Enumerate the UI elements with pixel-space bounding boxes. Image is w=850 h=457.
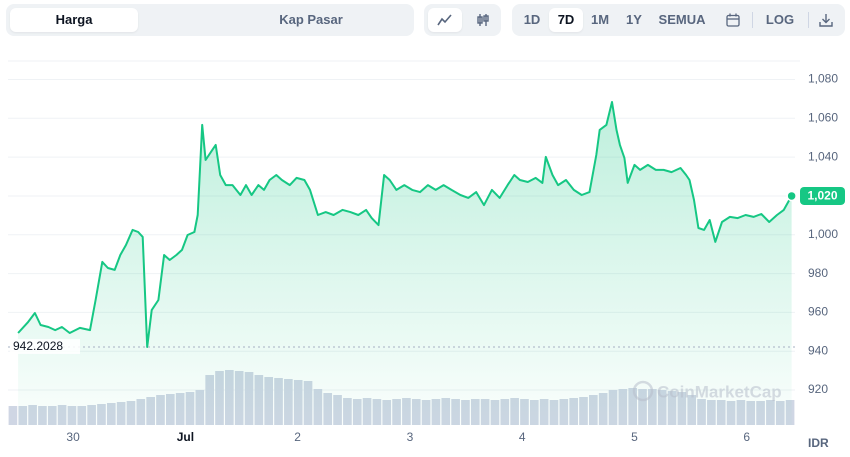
candle-icon[interactable] [475,12,491,28]
range-button[interactable]: 1Y [626,12,642,27]
currency-label: IDR [808,436,829,450]
y-tick-label: 1,040 [808,149,838,163]
range-group: 1D 7D 1M 1Y SEMUA LOG [512,4,845,36]
min-label-bg [10,338,80,354]
volume-bar [8,406,18,425]
chart-style-group [424,4,501,36]
line-icon[interactable] [437,13,453,27]
price-line [17,101,793,348]
x-tick-label: 4 [519,430,526,444]
y-tick-label: 920 [808,382,828,396]
x-tick-label: 3 [407,430,414,444]
price-area [18,102,792,425]
y-tick-label: 940 [808,343,828,357]
watermark: CoinMarketCap [632,380,782,402]
x-tick-label: 5 [631,430,638,444]
separator [808,12,809,28]
calendar-icon[interactable] [726,13,740,27]
log-button[interactable]: LOG [765,12,795,27]
active-style-bg [428,8,462,32]
range-button[interactable]: 1D [523,12,541,27]
y-tick-label: 1,080 [808,72,838,86]
min-label: 942.2028 [13,339,63,353]
x-tick-label: 2 [294,430,301,444]
tab-group: Harga Kap Pasar [6,4,414,36]
y-tick-label: 980 [808,266,828,280]
download-icon[interactable] [819,13,833,27]
watermark-logo [632,380,654,402]
price-badge-label: 1,020 [807,189,837,203]
x-tick-label: Jul [177,430,194,444]
active-range-bg [549,8,583,32]
last-point [786,190,797,202]
tab[interactable]: Harga [55,12,93,27]
x-tick-label: 6 [743,430,750,444]
range-button[interactable]: 1M [590,12,610,27]
price-badge [800,186,845,205]
y-tick-label: 960 [808,305,828,319]
range-button[interactable]: SEMUA [658,12,706,27]
range-button[interactable]: 7D [557,12,575,27]
y-tick-label: 1,000 [808,227,838,241]
tab[interactable]: Kap Pasar [279,12,343,27]
separator [752,12,753,28]
watermark-text: CoinMarketCap [657,382,782,401]
active-tab-bg [10,8,138,32]
y-tick-label: 1,060 [808,110,838,124]
x-tick-label: 30 [66,430,80,444]
